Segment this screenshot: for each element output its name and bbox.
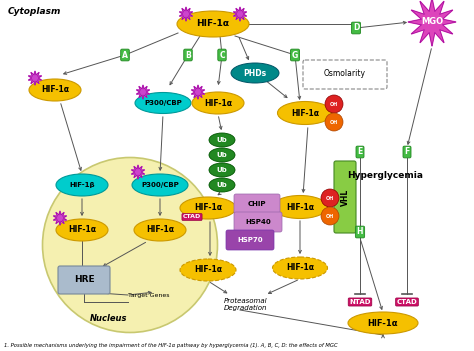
Text: Osmolarity: Osmolarity	[324, 69, 366, 79]
Text: HIF-1α: HIF-1α	[41, 86, 69, 94]
Text: H: H	[357, 227, 363, 237]
Ellipse shape	[209, 178, 235, 192]
Text: MGO: MGO	[421, 18, 443, 26]
Ellipse shape	[177, 11, 249, 37]
Text: C: C	[219, 51, 225, 60]
Text: HIF-1α: HIF-1α	[286, 264, 314, 272]
Ellipse shape	[231, 63, 279, 83]
Text: HRE: HRE	[73, 276, 94, 285]
Text: Target Genes: Target Genes	[128, 292, 170, 298]
Text: Ub: Ub	[217, 137, 228, 143]
Text: CHIP: CHIP	[248, 201, 266, 207]
Text: HSP40: HSP40	[245, 219, 271, 225]
Text: HIF-1α: HIF-1α	[146, 225, 174, 234]
FancyBboxPatch shape	[58, 266, 110, 294]
FancyBboxPatch shape	[234, 212, 282, 232]
Text: Nucleus: Nucleus	[90, 314, 128, 323]
Text: Hyperglycemia: Hyperglycemia	[347, 171, 423, 180]
Text: HIF-1α: HIF-1α	[68, 225, 96, 234]
Ellipse shape	[209, 133, 235, 147]
Text: Ub: Ub	[217, 182, 228, 188]
FancyBboxPatch shape	[234, 194, 280, 214]
Polygon shape	[131, 165, 145, 179]
Text: HIF-1α: HIF-1α	[286, 203, 314, 212]
Text: NTAD: NTAD	[349, 299, 371, 305]
Text: HIF-1α: HIF-1α	[196, 20, 229, 28]
Text: OH: OH	[330, 119, 338, 125]
Text: F: F	[404, 147, 410, 157]
Text: Proteasomal
Degradation: Proteasomal Degradation	[224, 298, 268, 311]
Text: B: B	[185, 51, 191, 60]
Text: CTAD: CTAD	[397, 299, 418, 305]
Text: A: A	[122, 51, 128, 60]
Ellipse shape	[192, 92, 244, 114]
Text: G: G	[292, 51, 298, 60]
Ellipse shape	[209, 163, 235, 177]
Circle shape	[325, 113, 343, 131]
Polygon shape	[179, 7, 192, 21]
Text: VHL: VHL	[340, 188, 349, 206]
Polygon shape	[408, 0, 456, 46]
Polygon shape	[137, 85, 150, 99]
Ellipse shape	[135, 93, 191, 113]
Text: OH: OH	[326, 196, 334, 200]
Polygon shape	[233, 7, 246, 21]
Text: Ub: Ub	[217, 167, 228, 173]
Text: D: D	[353, 24, 359, 33]
Text: 1. Possible mechanisms underlying the impairment of the HIF-1α pathway by hyperg: 1. Possible mechanisms underlying the im…	[4, 344, 337, 349]
Circle shape	[325, 95, 343, 113]
Text: HIF-1α: HIF-1α	[368, 318, 398, 327]
Text: Cytoplasm: Cytoplasm	[8, 7, 61, 16]
Ellipse shape	[43, 158, 218, 332]
Ellipse shape	[273, 257, 328, 279]
Text: HIF-1α: HIF-1α	[194, 265, 222, 274]
FancyBboxPatch shape	[226, 230, 274, 250]
Ellipse shape	[348, 312, 418, 334]
FancyBboxPatch shape	[303, 60, 387, 89]
Text: HIF-1α: HIF-1α	[291, 108, 319, 118]
Ellipse shape	[180, 259, 236, 281]
Text: HSP70: HSP70	[237, 237, 263, 243]
Text: PHDs: PHDs	[244, 68, 266, 78]
FancyBboxPatch shape	[334, 161, 356, 233]
Circle shape	[321, 189, 339, 207]
Text: OH: OH	[326, 213, 334, 219]
Ellipse shape	[29, 79, 81, 101]
Text: HIF-1α: HIF-1α	[204, 99, 232, 107]
Text: OH: OH	[330, 101, 338, 106]
Text: HIF-1α: HIF-1α	[194, 204, 222, 212]
Polygon shape	[191, 85, 205, 99]
Text: CTAD: CTAD	[183, 214, 201, 219]
Text: P300/CBP: P300/CBP	[141, 182, 179, 188]
Ellipse shape	[132, 174, 188, 196]
Circle shape	[321, 207, 339, 225]
Ellipse shape	[134, 219, 186, 241]
Polygon shape	[28, 71, 42, 85]
Ellipse shape	[56, 174, 108, 196]
Ellipse shape	[209, 148, 235, 162]
Text: E: E	[357, 147, 363, 157]
Text: P300/CBP: P300/CBP	[144, 100, 182, 106]
Text: Ub: Ub	[217, 152, 228, 158]
Ellipse shape	[273, 196, 328, 219]
Polygon shape	[54, 211, 67, 225]
Ellipse shape	[56, 219, 108, 241]
Ellipse shape	[180, 197, 236, 219]
Ellipse shape	[277, 101, 332, 125]
Text: HIF-1β: HIF-1β	[69, 182, 95, 188]
